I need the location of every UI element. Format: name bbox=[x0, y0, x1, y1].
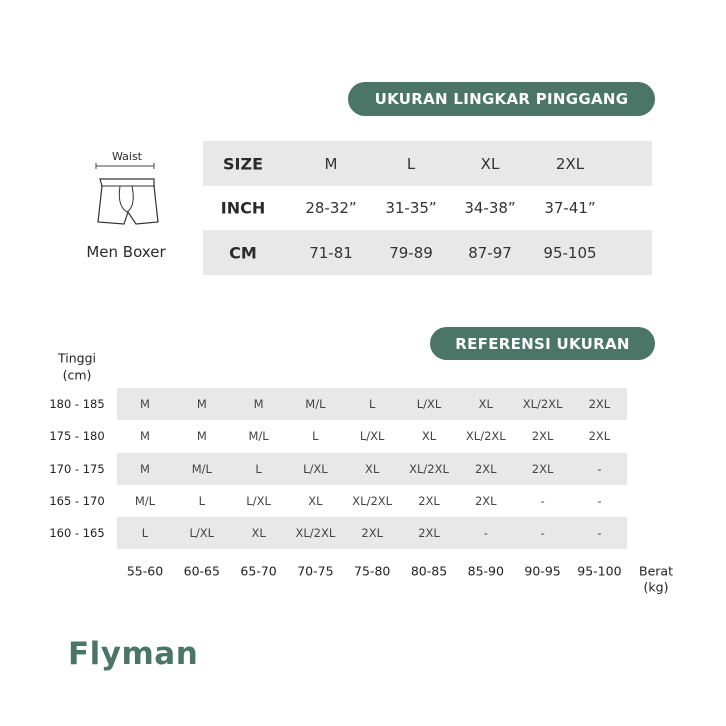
waist-row-label: INCH bbox=[220, 198, 266, 218]
waist-cell: 79-89 bbox=[389, 244, 433, 262]
size-cell: 2XL bbox=[588, 429, 611, 444]
size-cell: M bbox=[140, 429, 150, 444]
waist-row-label: SIZE bbox=[222, 154, 264, 174]
size-cell: XL bbox=[251, 526, 266, 541]
size-cell: - bbox=[597, 493, 602, 508]
size-cell: - bbox=[540, 493, 545, 508]
size-cell: XL bbox=[478, 397, 493, 411]
size-cell: M bbox=[196, 429, 207, 444]
height-axis-label: Tinggi bbox=[58, 350, 96, 366]
weight-range-label: 60-65 bbox=[183, 563, 220, 579]
weight-range-label: 55-60 bbox=[126, 563, 164, 579]
weight-range-label: 95-100 bbox=[577, 563, 622, 579]
reference-chart-title: REFERENSI UKURAN bbox=[430, 327, 655, 360]
size-cell: 2XL bbox=[531, 461, 554, 476]
size-cell: XL/2XL bbox=[295, 526, 336, 541]
waist-cell: 71-81 bbox=[309, 244, 353, 262]
waist-label: Waist bbox=[111, 150, 142, 163]
size-cell: - bbox=[597, 461, 602, 476]
height-range-label: 180 - 185 bbox=[49, 397, 105, 411]
waist-cell: XL bbox=[480, 155, 500, 173]
size-cell: XL/2XL bbox=[522, 397, 563, 411]
waist-chart-title: UKURAN LINGKAR PINGGANG bbox=[348, 82, 655, 116]
waist-cell: 87-97 bbox=[468, 244, 512, 262]
size-cell: 2XL bbox=[588, 397, 611, 411]
waist-cell: L bbox=[406, 155, 416, 173]
waist-cell: 95-105 bbox=[543, 244, 597, 262]
waist-cell: 31-35” bbox=[385, 199, 437, 217]
height-range-label: 160 - 165 bbox=[49, 526, 105, 541]
size-cell: L/XL bbox=[246, 493, 271, 508]
height-range-label: 170 - 175 bbox=[49, 461, 105, 476]
size-cell: 2XL bbox=[474, 493, 497, 508]
size-cell: 2XL bbox=[474, 461, 497, 476]
size-cell: M/L bbox=[248, 429, 269, 444]
product-caption: Men Boxer bbox=[86, 243, 166, 261]
size-cell: L/XL bbox=[303, 461, 328, 476]
weight-range-label: 80-85 bbox=[410, 563, 448, 579]
size-cell: M/L bbox=[134, 493, 156, 508]
reference-row-band bbox=[117, 517, 627, 550]
reference-row-band bbox=[117, 388, 627, 420]
size-cell: XL/2XL bbox=[409, 461, 449, 476]
waist-cell: 37-41” bbox=[544, 199, 596, 217]
size-cell: M bbox=[196, 397, 207, 411]
waist-cell: M bbox=[324, 155, 338, 173]
weight-range-label: 90-95 bbox=[524, 563, 561, 579]
size-cell: XL bbox=[421, 429, 437, 444]
size-cell: M bbox=[253, 397, 264, 411]
reference-row-band bbox=[117, 452, 627, 485]
waist-cell: 28-32” bbox=[305, 199, 357, 217]
waist-cell: 34-38” bbox=[464, 199, 516, 217]
size-cell: L bbox=[255, 461, 262, 476]
size-cell: XL bbox=[365, 461, 380, 476]
size-cell: - bbox=[597, 526, 602, 541]
size-cell: L bbox=[312, 429, 319, 444]
weight-range-label: 75-80 bbox=[354, 563, 391, 579]
size-cell: L bbox=[198, 493, 206, 508]
size-cell: 2XL bbox=[418, 526, 440, 541]
weight-range-label: 65-70 bbox=[240, 563, 277, 579]
size-cell: XL/2XL bbox=[352, 493, 393, 508]
waist-row-band bbox=[203, 141, 652, 186]
size-cell: M bbox=[140, 397, 150, 411]
size-cell: 2XL bbox=[361, 526, 383, 541]
weight-axis-unit: (kg) bbox=[643, 579, 669, 595]
size-cell: L/XL bbox=[416, 397, 442, 411]
size-cell: L bbox=[368, 397, 376, 411]
waist-row-band bbox=[203, 230, 652, 275]
size-cell: XL bbox=[308, 493, 323, 508]
size-cell: L/XL bbox=[359, 429, 385, 444]
size-cell: L/XL bbox=[189, 526, 215, 541]
size-cell: 2XL bbox=[418, 493, 440, 508]
size-cell: - bbox=[483, 526, 488, 541]
size-cell: M/L bbox=[305, 397, 326, 411]
height-range-label: 175 - 180 bbox=[49, 429, 105, 444]
boxer-briefs-icon bbox=[95, 163, 159, 225]
flyman-logo: Flyman bbox=[68, 636, 199, 672]
height-range-label: 165 - 170 bbox=[49, 493, 105, 508]
size-cell: M bbox=[140, 461, 150, 476]
weight-axis-label: Berat bbox=[639, 563, 673, 579]
size-cell: - bbox=[540, 526, 545, 541]
waist-row-label: CM bbox=[229, 243, 257, 263]
size-cell: M/L bbox=[191, 461, 212, 476]
size-cell: XL/2XL bbox=[465, 429, 506, 444]
waist-cell: 2XL bbox=[555, 155, 585, 173]
weight-range-label: 85-90 bbox=[467, 563, 504, 579]
weight-range-label: 70-75 bbox=[297, 563, 334, 579]
size-cell: L bbox=[141, 526, 149, 541]
height-axis-unit: (cm) bbox=[62, 367, 92, 383]
size-cell: 2XL bbox=[531, 429, 554, 444]
